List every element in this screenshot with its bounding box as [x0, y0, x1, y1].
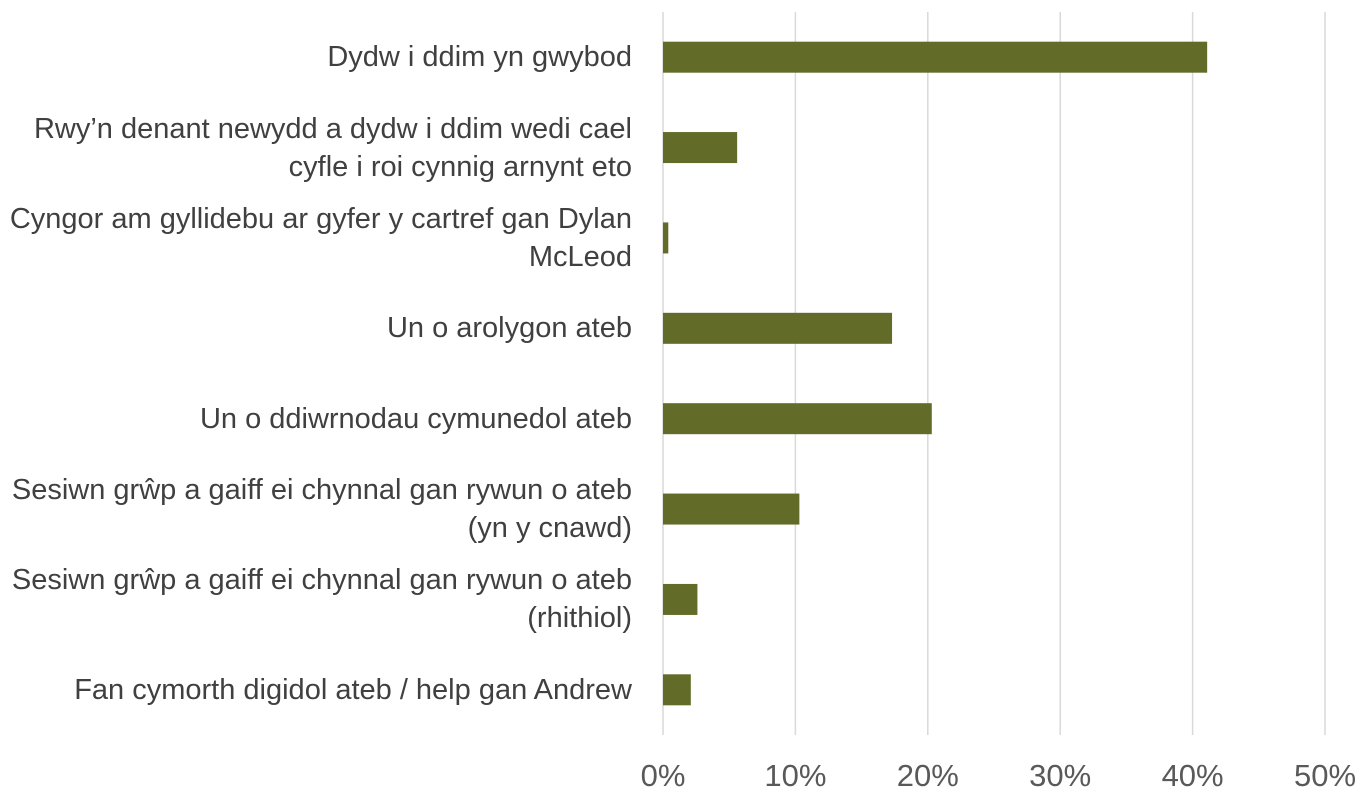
x-tick-label: 40% — [1162, 758, 1224, 793]
category-label: Dydw i ddim yn gwybod — [327, 41, 632, 74]
category-label: Sesiwn grŵp a gaiff ei chynnal gan rywun… — [11, 474, 632, 545]
x-tick-label: 30% — [1029, 758, 1091, 793]
category-label: Rwy’n denant newydd a dydw i ddim wedi c… — [33, 112, 632, 183]
bar — [663, 583, 698, 615]
bar — [663, 493, 800, 525]
category-label: Un o ddiwrnodau cymunedol ateb — [199, 402, 632, 435]
bar — [663, 403, 932, 435]
category-label: Cyngor am gyllidebu ar gyfer y cartref g… — [9, 202, 632, 273]
bar — [663, 222, 669, 254]
x-tick-label: 50% — [1294, 758, 1356, 793]
category-label: Sesiwn grŵp a gaiff ei chynnal gan rywun… — [11, 564, 632, 635]
bar — [663, 674, 691, 706]
category-label: Fan cymorth digidol ateb / help gan Andr… — [74, 673, 632, 706]
x-tick-label: 10% — [764, 758, 826, 793]
bar — [663, 41, 1208, 73]
x-tick-label: 20% — [897, 758, 959, 793]
x-tick-label: 0% — [641, 758, 686, 793]
category-label: Un o arolygon ateb — [386, 312, 632, 345]
bar — [663, 312, 893, 344]
bar — [663, 132, 738, 164]
